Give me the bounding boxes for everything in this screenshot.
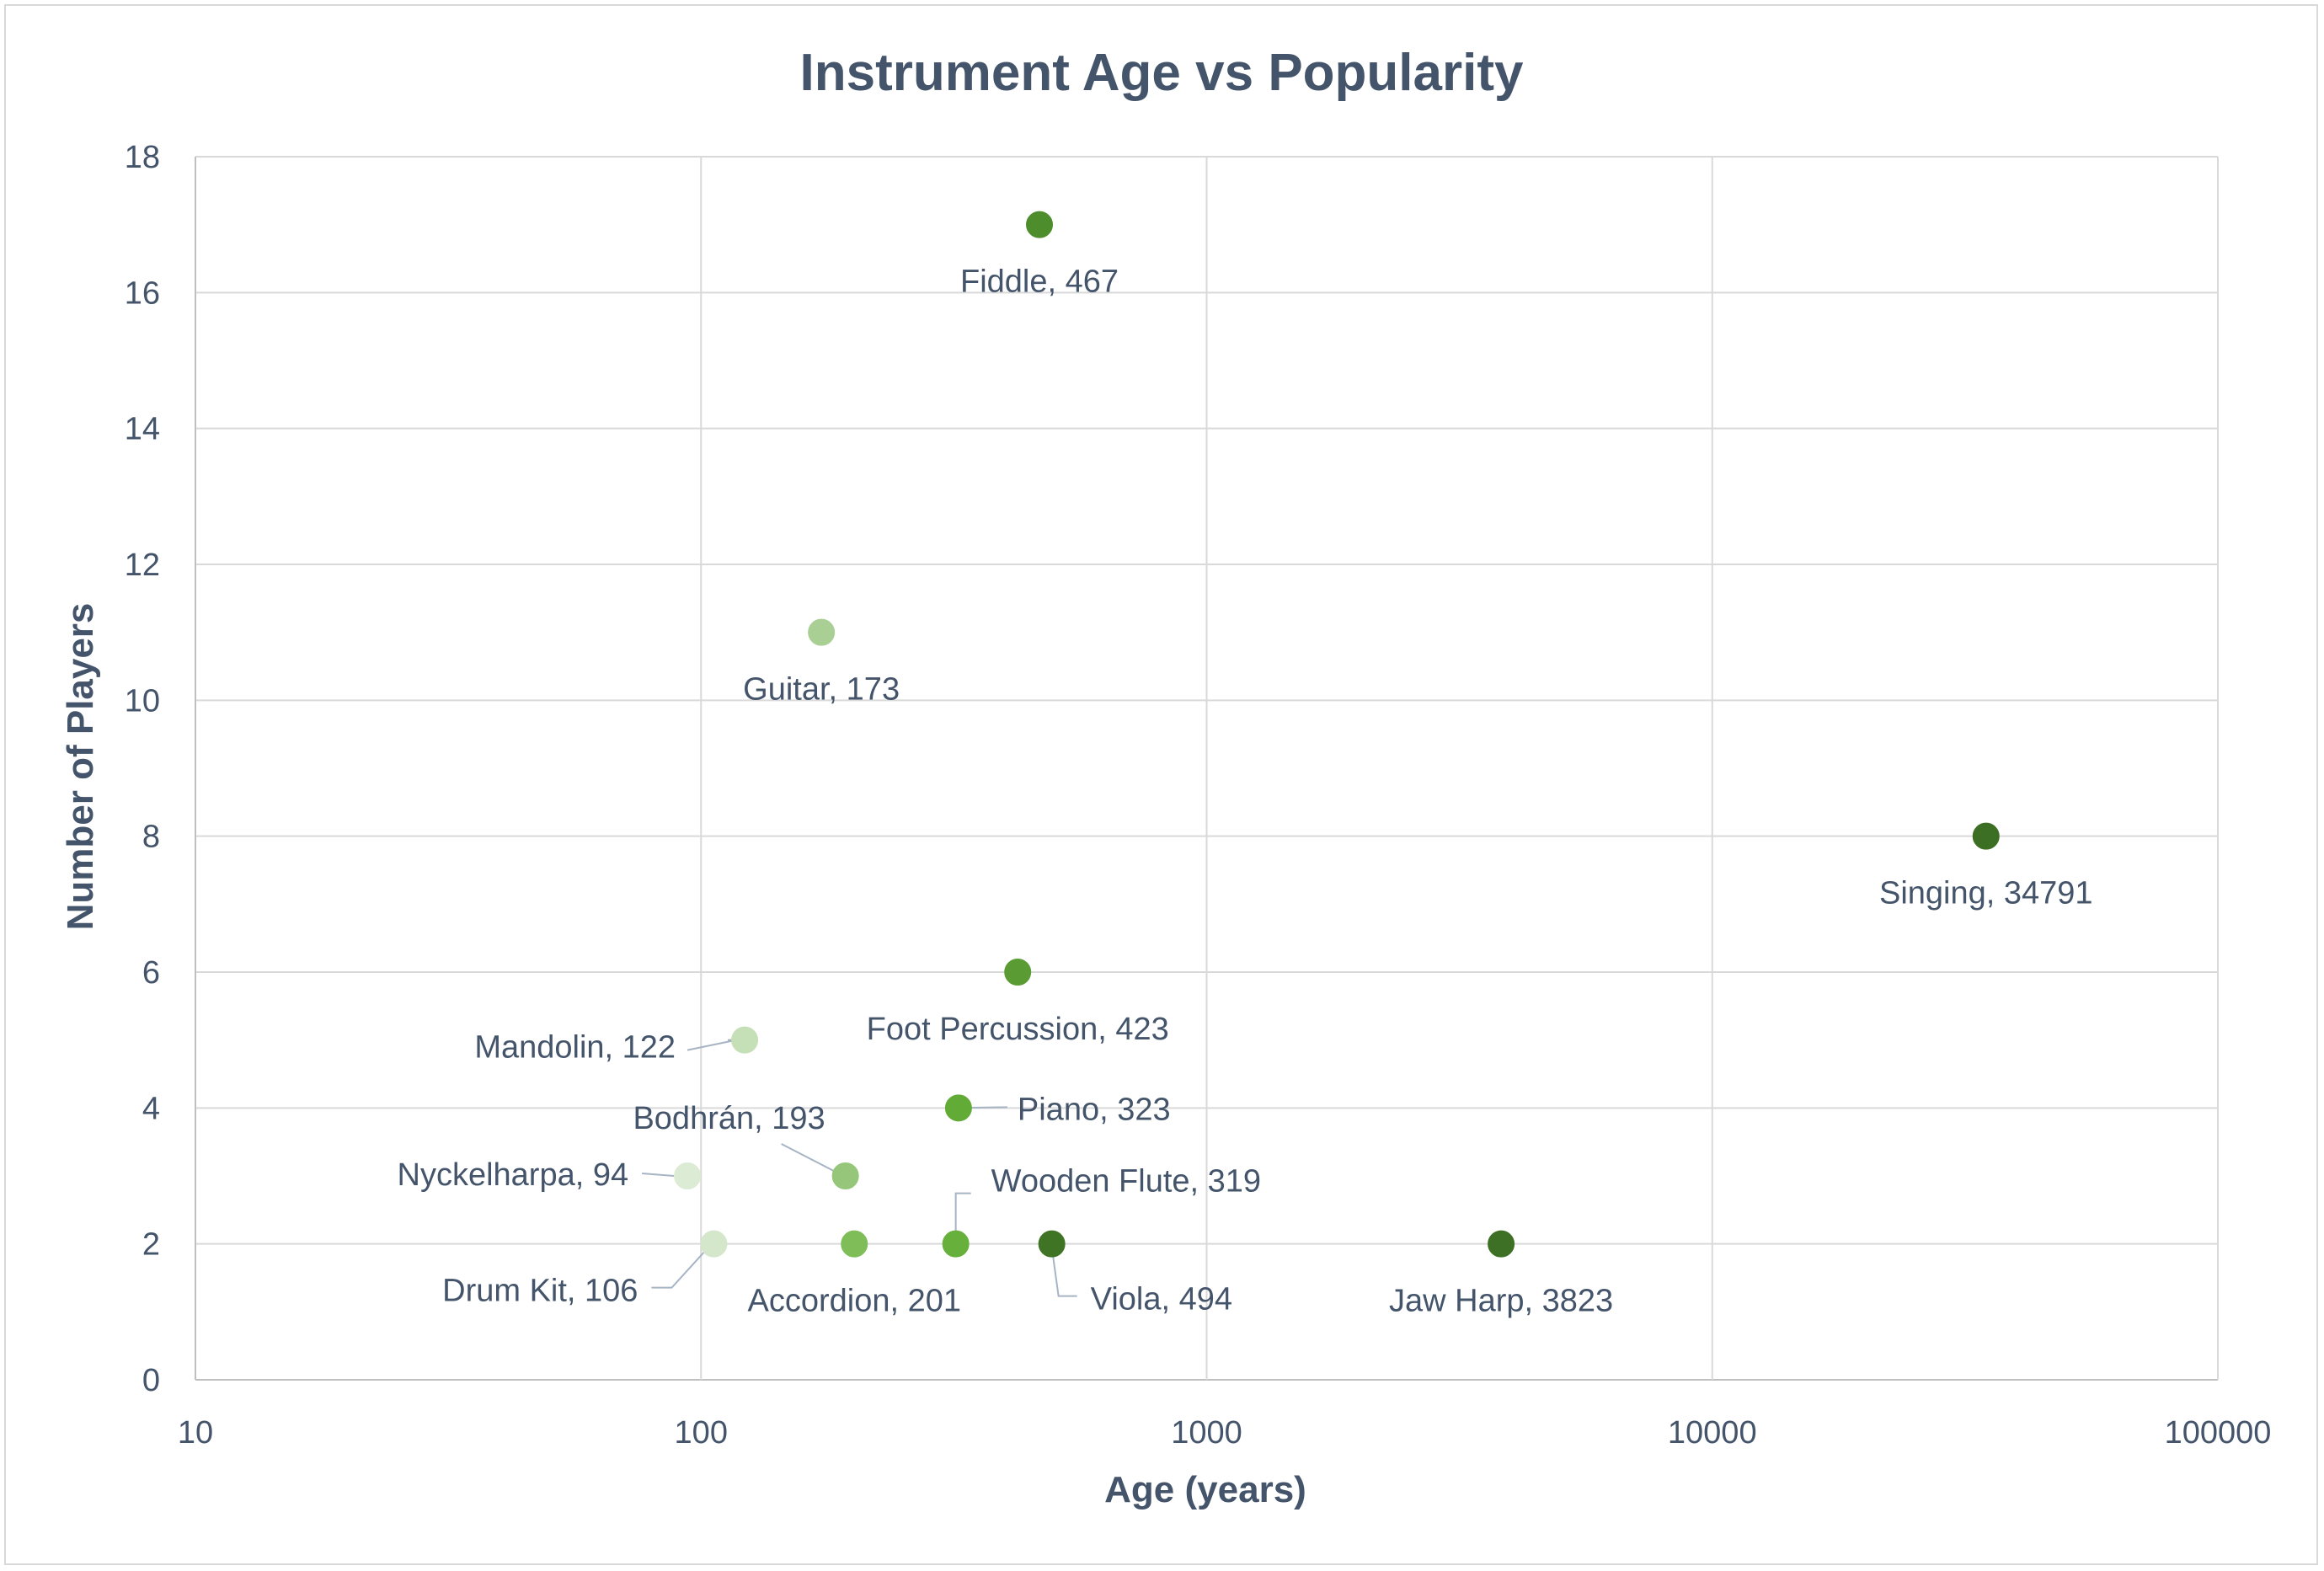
data-points [674, 211, 2000, 1258]
scatter-point [700, 1230, 728, 1258]
scatter-point [1972, 822, 2000, 850]
label-leader-line [687, 1039, 737, 1051]
scatter-point [831, 1162, 859, 1189]
y-tick-label: 8 [142, 820, 160, 855]
y-tick-label: 14 [125, 412, 160, 447]
y-tick-label: 18 [125, 140, 160, 175]
scatter-point [674, 1162, 702, 1189]
point-label: Viola, 494 [1091, 1282, 1232, 1317]
x-tick-label: 10 [178, 1415, 213, 1451]
chart-area [4, 4, 2318, 1565]
gridlines [195, 156, 2219, 1381]
y-axis-title: Number of Players [60, 603, 101, 931]
data-labels: Fiddle, 467 Guitar, 173 Singing, 34791 Foot… [398, 265, 2093, 1319]
x-tick-label: 10000 [1668, 1415, 1757, 1451]
point-label: Piano, 323 [1018, 1092, 1171, 1127]
point-label: Foot Percussion, 423 [867, 1012, 1169, 1047]
scatter-point [1026, 211, 1054, 238]
scatter-point [1004, 959, 1032, 986]
scatter-point [944, 1094, 972, 1122]
y-tick-label: 2 [142, 1227, 160, 1263]
point-label: Singing, 34791 [1879, 876, 2093, 911]
scatter-point [1038, 1230, 1066, 1258]
scatter-point [1488, 1230, 1515, 1258]
x-axis-title: Age (years) [1104, 1469, 1306, 1510]
point-label: Drum Kit, 106 [442, 1274, 638, 1309]
label-leader-line [642, 1173, 675, 1177]
scatter-point [841, 1230, 868, 1258]
leader-lines [642, 1039, 1077, 1297]
x-tick-label: 100000 [2165, 1415, 2272, 1451]
point-label: Wooden Flute, 319 [991, 1164, 1261, 1200]
scatter-point [808, 618, 836, 646]
x-tick-label: 1000 [1171, 1415, 1242, 1451]
y-tick-label: 10 [125, 683, 160, 719]
point-label: Nyckelharpa, 94 [398, 1157, 629, 1193]
y-tick-label: 12 [125, 548, 160, 583]
y-tick-label: 6 [142, 955, 160, 991]
point-label: Jaw Harp, 3823 [1389, 1284, 1613, 1319]
label-leader-line [651, 1249, 707, 1289]
point-label: Guitar, 173 [743, 672, 900, 708]
point-label: Bodhrán, 193 [633, 1101, 825, 1136]
tick-labels: 0 2 4 6 8 10 12 14 16 18 10 100 1000 10000 100000 [125, 140, 2272, 1451]
y-tick-label: 16 [125, 275, 160, 311]
label-leader-line [954, 1192, 971, 1244]
y-tick-label: 0 [142, 1363, 160, 1398]
scatter-point [942, 1230, 970, 1258]
label-leader-line [1050, 1247, 1077, 1297]
point-label: Mandolin, 122 [474, 1030, 676, 1066]
point-label: Fiddle, 467 [960, 265, 1119, 300]
chart-title: Instrument Age vs Popularity [800, 44, 1524, 102]
scatter-point [731, 1026, 759, 1054]
label-leader-line [781, 1143, 838, 1173]
x-tick-label: 100 [675, 1415, 728, 1451]
point-label: Accordion, 201 [747, 1284, 961, 1319]
y-tick-label: 4 [142, 1091, 160, 1126]
